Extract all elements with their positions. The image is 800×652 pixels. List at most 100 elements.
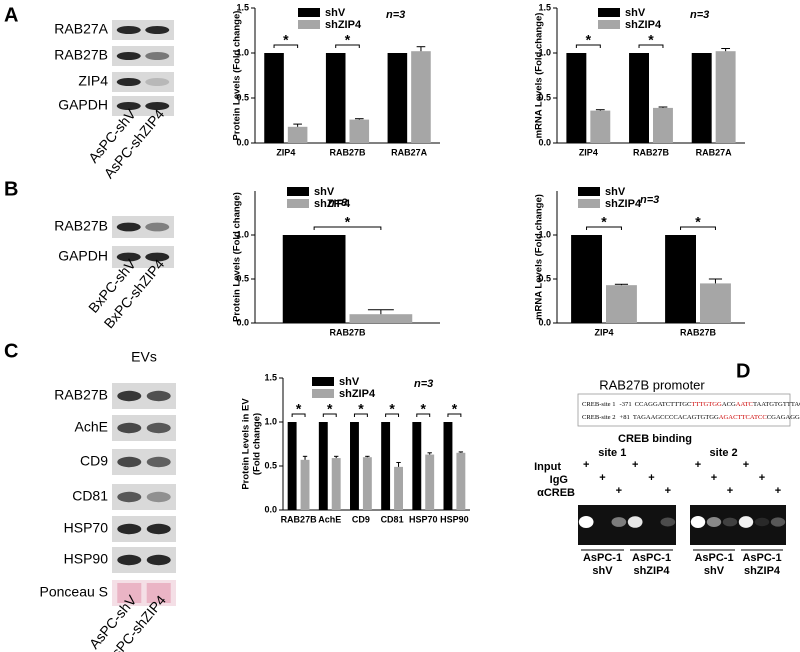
x-tick-label: HSP70 (409, 514, 438, 524)
bar (443, 422, 453, 510)
bar (715, 51, 736, 144)
annotation: n=3 (328, 197, 347, 209)
bar (571, 235, 602, 323)
significance-bracket (322, 413, 337, 417)
gel-band (578, 516, 594, 528)
significance-label: * (648, 32, 654, 48)
x-tick-label: RAB27B (680, 327, 717, 337)
sequence-box (577, 393, 791, 427)
band (117, 554, 142, 566)
significance-label: * (358, 401, 364, 417)
y-tick-label: 0.0 (538, 317, 551, 327)
legend-label: shV (339, 376, 360, 388)
legend-swatch (298, 20, 320, 29)
y-tick-label: 1.5 (264, 372, 277, 382)
y-tick-label: 1.0 (538, 47, 551, 57)
band (146, 491, 171, 503)
lane-mark: + (665, 485, 671, 497)
bar (665, 235, 696, 323)
panel-letter: C (4, 340, 18, 362)
legend-swatch (578, 199, 600, 208)
lane-mark: + (583, 459, 589, 471)
lane-label: AsPC-1 (632, 552, 671, 564)
lane-mark: + (616, 485, 622, 497)
gel-band (690, 516, 706, 528)
band (146, 523, 171, 535)
legend-swatch (312, 389, 334, 398)
band (145, 252, 170, 262)
x-tick-label: AchE (318, 514, 341, 524)
annotation: n=3 (386, 9, 405, 21)
gel (578, 505, 676, 545)
y-tick-label: 0.5 (538, 273, 551, 283)
legend-label: shZIP4 (625, 19, 662, 31)
y-tick-label: 0.5 (236, 92, 249, 102)
bar (282, 235, 346, 323)
significance-bracket (353, 413, 368, 417)
error-bar (354, 118, 364, 120)
legend-swatch (312, 377, 334, 386)
blot-row-label: HSP70 (64, 520, 109, 536)
y-axis-label: mRNA Levels (Fold change) (534, 13, 545, 139)
lane-label: AsPC-1 (694, 552, 733, 564)
bar (691, 53, 712, 143)
significance-bracket (680, 226, 716, 230)
significance-bracket (586, 226, 622, 230)
bar (566, 53, 587, 143)
error-bar (367, 309, 394, 315)
lane-label: shV (704, 565, 725, 577)
legend-swatch (598, 8, 620, 17)
bar (350, 422, 359, 510)
legend-label: shZIP4 (339, 388, 376, 400)
sequence-part: AATC (736, 401, 754, 408)
y-axis-label: Protein Levels in EV (241, 398, 252, 490)
error-bar (721, 48, 731, 52)
lane-mark: + (695, 459, 701, 471)
gel-band (706, 517, 722, 527)
y-axis-label: mRNA Levels (Fold change) (534, 194, 545, 320)
gel-band (627, 516, 643, 528)
panel-letter: A (4, 4, 18, 26)
significance-label: * (601, 214, 607, 230)
significance-label: * (695, 214, 701, 230)
band (145, 102, 170, 110)
error-bar (365, 455, 370, 458)
gel-band (770, 517, 786, 527)
blot-strip (112, 72, 174, 92)
lane-label: AsPC-1 (583, 552, 622, 564)
error-bar (334, 455, 339, 459)
y-tick-label: 0.0 (264, 504, 277, 514)
band (117, 523, 142, 535)
gel-band (660, 517, 676, 527)
error-bar (614, 283, 629, 286)
x-tick-label: CD9 (352, 514, 370, 524)
blot-title: EVs (131, 349, 157, 365)
band (146, 390, 171, 402)
promoter-title: RAB27B promoter (599, 377, 705, 392)
error-bar (302, 455, 308, 460)
band (116, 222, 141, 232)
x-tick-label: RAB27A (391, 147, 428, 157)
annotation: n=3 (414, 378, 433, 390)
y-tick-label: 1.0 (236, 229, 249, 239)
blot-strip (112, 20, 174, 40)
sequence-part: CREB-site 2 (582, 414, 616, 421)
band (146, 422, 171, 434)
error-bar (595, 109, 605, 111)
sequence-line: CREB-site 2 +81 TAGAAGCCCCACAGTGTGGAGACTTC… (582, 414, 800, 421)
gel-band (611, 517, 627, 527)
y-tick-label: 0.5 (236, 273, 249, 283)
lane-mark: + (743, 459, 749, 471)
bar (700, 283, 731, 323)
y-tick-label: 1.0 (236, 47, 249, 57)
bar (456, 452, 466, 510)
condition-label: IgG (550, 474, 568, 486)
sequence-part: TAATGTGTTTAGA (753, 401, 800, 408)
band (116, 52, 141, 60)
x-tick-label: HSP90 (440, 514, 469, 524)
lane-label: shZIP4 (633, 565, 670, 577)
significance-label: * (327, 401, 333, 417)
sequence-part: -371 (620, 401, 632, 408)
panel-letter: D (736, 360, 750, 382)
x-tick-label: RAB27B (329, 327, 366, 337)
